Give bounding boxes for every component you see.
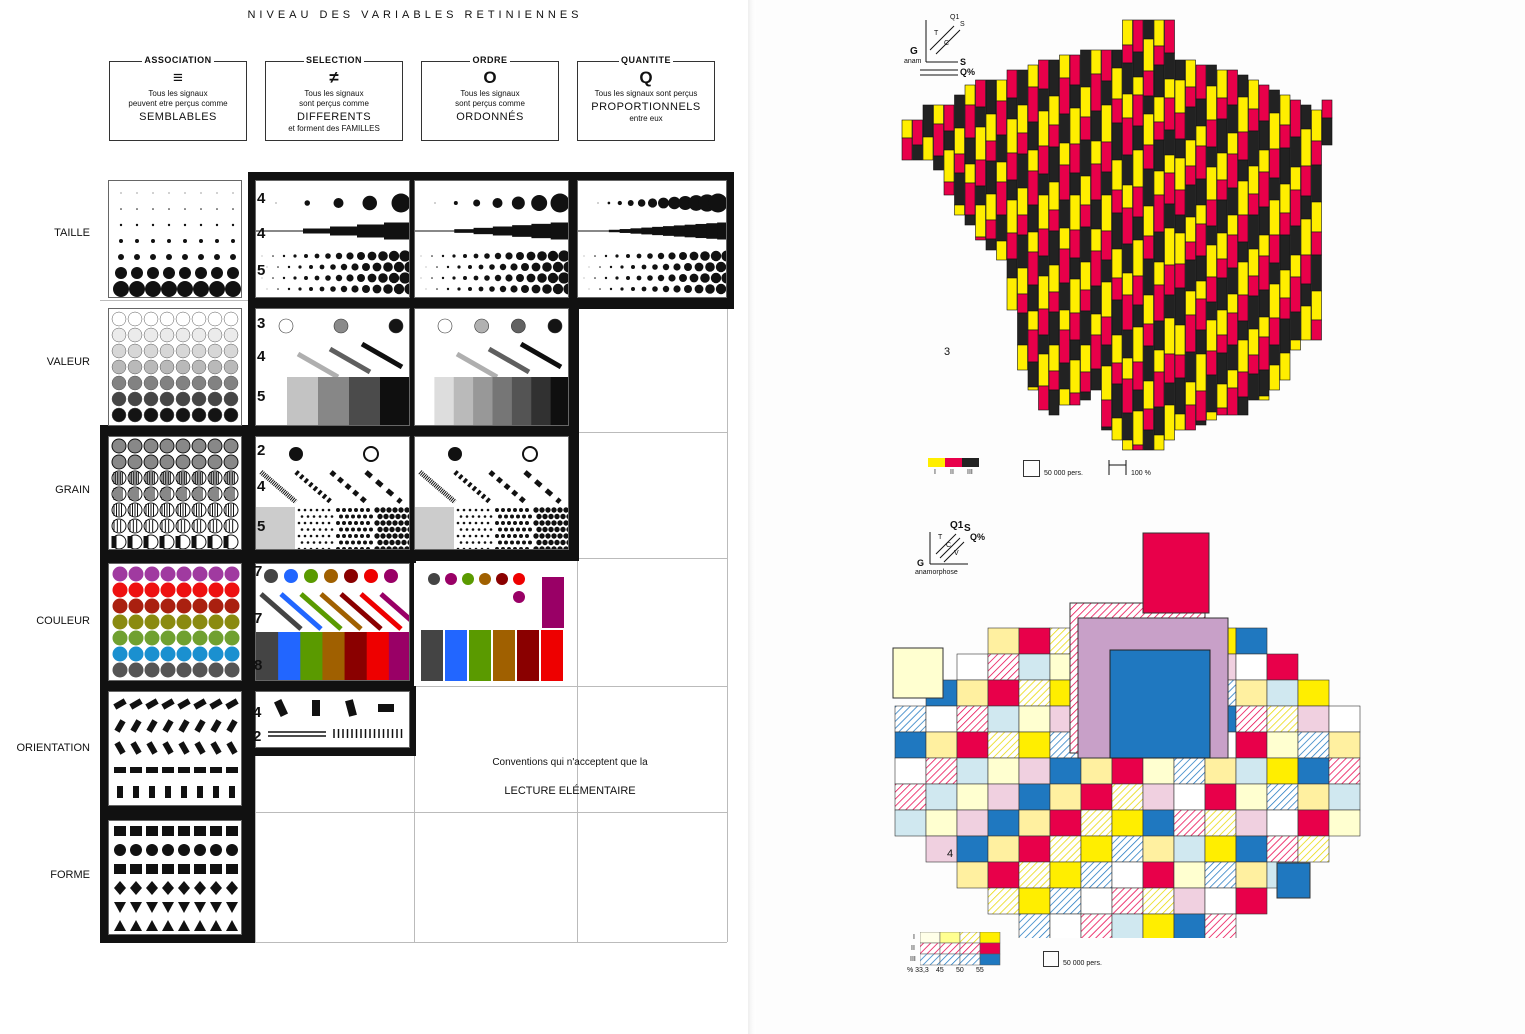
level-box-ordre: ORDRE O Tous les signaux sont perçus comme O…	[421, 55, 559, 141]
level-emphasis: PROPORTIONNELS	[591, 101, 701, 113]
valeur-cell	[255, 308, 410, 426]
step-count: 4	[253, 704, 262, 721]
grain-cell	[414, 436, 569, 550]
map-3-square-legend	[1023, 460, 1040, 477]
taille-cell	[414, 180, 569, 298]
level-caption: SELECTION	[303, 55, 364, 65]
map-3-bar-scale-label: 100 %	[1131, 470, 1151, 477]
step-count: 7	[254, 563, 263, 580]
level-emphasis: DIFFERENTS	[296, 111, 372, 123]
step-count: 4	[257, 225, 266, 242]
level-text: Tous les signaux	[148, 89, 208, 98]
level-text: Tous les signaux sont perçus	[594, 89, 698, 98]
couleur-selection	[255, 563, 410, 681]
map-3-axis-diagram: G anam S Q% Q1 S T C	[904, 14, 976, 77]
step-count: 3	[257, 315, 266, 332]
step-count: 7	[254, 610, 263, 627]
valeur-cell	[414, 308, 569, 426]
map-4-number: 4	[947, 848, 954, 860]
taille-cell	[255, 180, 410, 298]
step-count: 5	[257, 518, 266, 535]
step-count: 2	[253, 728, 262, 745]
forme-association	[108, 820, 242, 935]
level-box-association: ASSOCIATION ≡ Tous les signaux peuvent etre…	[109, 55, 247, 141]
step-count: 5	[257, 388, 266, 405]
level-emphasis: ORDONNÉS	[456, 111, 524, 123]
level-text: entre eux	[629, 114, 663, 123]
row-label-taille: TAILLE	[54, 227, 90, 239]
map-4-square-label: 50 000 pers.	[1063, 960, 1102, 967]
map-3-bar-scale	[1108, 460, 1127, 475]
level-text: Tous les signaux	[304, 89, 364, 98]
couleur-ordre	[414, 563, 577, 686]
page-title: NIVEAU DES VARIABLES RETINIENNES	[247, 9, 583, 21]
conventions-text: Conventions qui n'acceptent que la	[492, 757, 648, 768]
map-3-square-label: 50 000 pers.	[1044, 470, 1083, 477]
level-text: sont perçus comme	[455, 99, 525, 108]
grain-association	[108, 436, 242, 550]
level-symbol: ≠	[329, 68, 339, 87]
map-3-number: 3	[944, 346, 951, 358]
step-count: 4	[257, 348, 266, 365]
level-text: peuvent etre perçus comme	[128, 99, 228, 108]
level-text: et forment des FAMILLES	[288, 124, 380, 133]
taille-cell	[577, 180, 727, 298]
orientation-association	[108, 691, 242, 806]
level-box-selection: SELECTION ≠ Tous les signaux sont perçus co…	[265, 55, 403, 141]
level-emphasis: SEMBLABLES	[139, 111, 217, 123]
map-3-class-legend: I II III	[928, 458, 980, 476]
level-text: sont perçus comme	[299, 99, 369, 108]
level-caption: QUANTITE	[619, 55, 673, 65]
map-4-legend: I II III % 33,3 45 50 55	[905, 930, 1005, 976]
valeur-association	[108, 308, 242, 426]
taille-association	[108, 180, 242, 298]
level-caption: ORDRE	[470, 55, 510, 65]
step-count: 8	[254, 657, 263, 674]
map-3-bar-anamorphosis	[901, 19, 1333, 451]
row-label-valeur: VALEUR	[46, 356, 90, 368]
map-4-axis-diagram: G anamorphose Q1 S Q% T C V	[915, 520, 986, 576]
step-count: 2	[257, 442, 266, 459]
step-count: 4	[257, 190, 266, 207]
row-label-forme: FORME	[50, 869, 90, 881]
grain-cell	[255, 436, 410, 550]
map-4-hatched-anamorphosis	[892, 532, 1361, 938]
couleur-association	[108, 563, 242, 681]
row-label-couleur: COULEUR	[36, 615, 90, 627]
row-label-grain: GRAIN	[55, 484, 90, 496]
level-symbol: O	[483, 68, 497, 87]
level-symbol: ≡	[173, 68, 183, 87]
map-4-square-legend	[1043, 951, 1059, 967]
row-label-orientation: ORIENTATION	[16, 742, 90, 754]
page-fold	[748, 0, 756, 1034]
level-symbol: Q	[639, 68, 653, 87]
step-count: 4	[257, 478, 266, 495]
level-text: Tous les signaux	[460, 89, 520, 98]
level-box-quantite: QUANTITE Q Tous les signaux sont perçus PRO…	[577, 55, 715, 141]
conventions-emphasis: LECTURE ELÉMENTAIRE	[504, 785, 636, 797]
level-caption: ASSOCIATION	[142, 55, 214, 65]
step-count: 5	[257, 262, 266, 279]
orientation-selection	[255, 691, 410, 748]
